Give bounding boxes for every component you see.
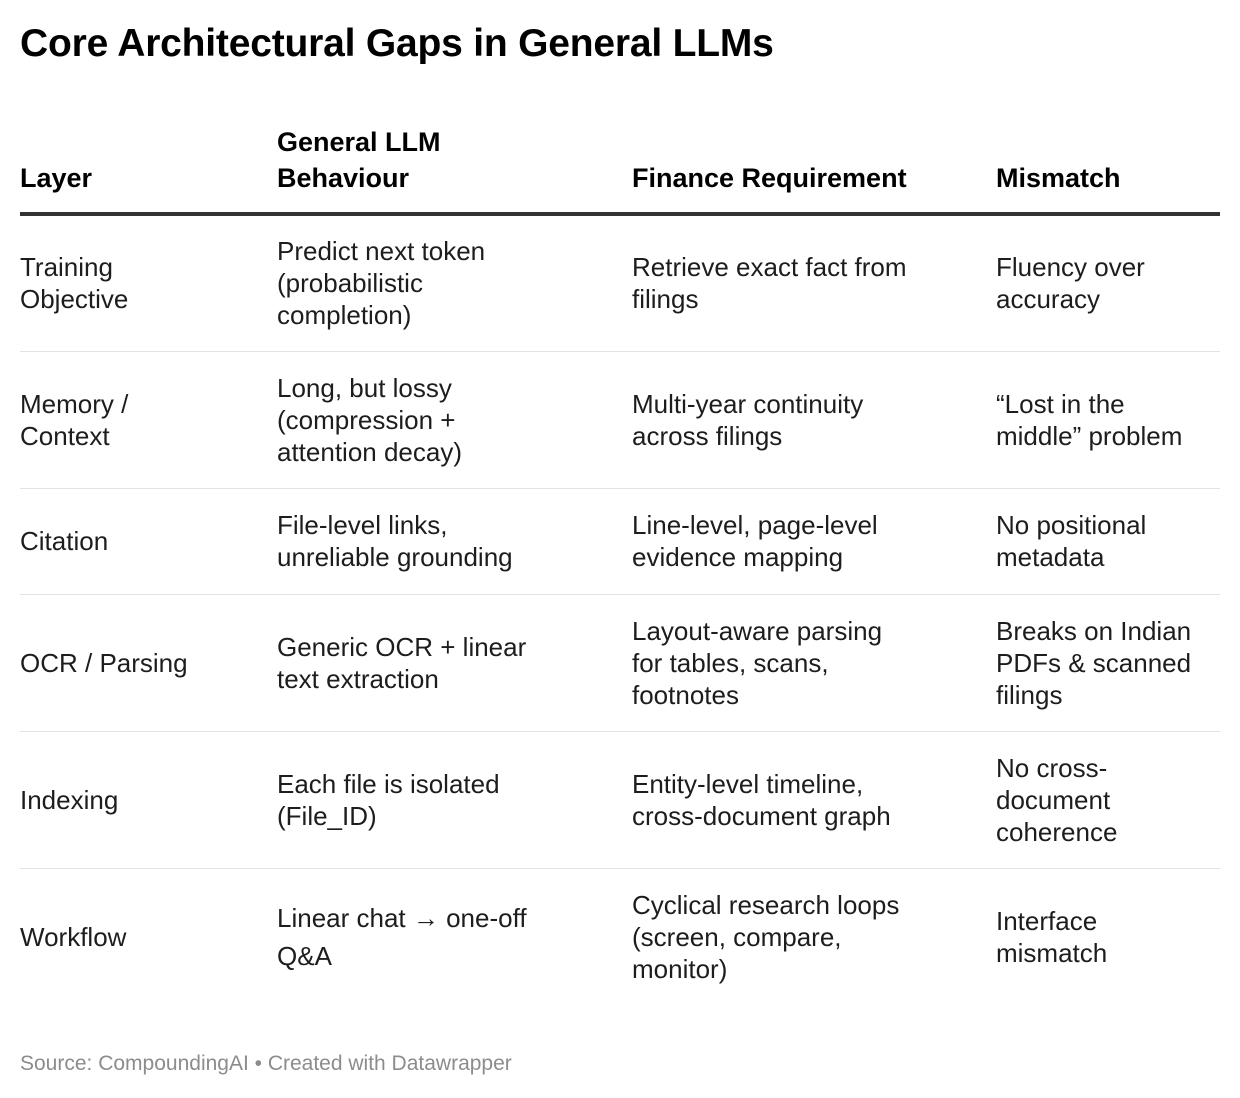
header-mismatch: Mismatch <box>996 120 1220 216</box>
cell-layer: Indexing <box>20 731 277 869</box>
cell-general-llm-behaviour: Linear chat → one-off Q&A <box>277 902 527 971</box>
header-general-llm-behaviour: General LLM Behaviour <box>277 120 632 216</box>
cell-general-llm-behaviour: File-level links, unreliable grounding <box>277 488 632 595</box>
cell-layer: OCR / Parsing <box>20 594 277 732</box>
table-row: Training Objective Predict next token (p… <box>20 214 1220 352</box>
cell-general-llm-behaviour: Long, but lossy (compression + attention… <box>277 351 632 489</box>
cell-mismatch: Interface mismatch <box>996 905 1108 968</box>
header-row: Layer General LLM Behaviour Finance Requ… <box>20 120 1220 216</box>
header-finance-requirement: Finance Requirement <box>632 120 996 216</box>
header-layer: Layer <box>20 120 277 216</box>
table-row: Indexing Each file is isolated (File_ID)… <box>20 731 1220 869</box>
cell-layer: Training Objective <box>20 214 277 352</box>
cell-finance-requirement: Retrieve exact fact from filings <box>632 214 996 352</box>
table-header: Layer General LLM Behaviour Finance Requ… <box>20 120 1220 216</box>
cell-layer: Citation <box>20 488 277 595</box>
data-table: Layer General LLM Behaviour Finance Requ… <box>20 120 1220 1005</box>
cell-finance-requirement: Multi-year continuity across filings <box>632 351 996 489</box>
cell-general-llm-behaviour: Predict next token (probabilistic comple… <box>277 214 632 352</box>
chart-title: Core Architectural Gaps in General LLMs <box>20 22 774 65</box>
cell-layer: Workflow <box>20 921 127 952</box>
cell-mismatch: No positional metadata <box>996 488 1220 595</box>
table-row: Citation File-level links, unreliable gr… <box>20 488 1220 595</box>
cell-mismatch: Fluency over accuracy <box>996 214 1220 352</box>
source-note: Source: CompoundingAI • Created with Dat… <box>20 1052 512 1075</box>
cell-general-llm-behaviour: Each file is isolated (File_ID) <box>277 731 632 869</box>
table-row: Memory / Context Long, but lossy (compre… <box>20 351 1220 489</box>
table-body: Training Objective Predict next token (p… <box>20 214 1220 1005</box>
cell-mismatch: “Lost in the middle” problem <box>996 351 1220 489</box>
cell-finance-requirement: Cyclical research loops (screen, compare… <box>632 889 900 984</box>
cell-mismatch: Breaks on Indian PDFs & scanned filings <box>996 594 1220 732</box>
cell-finance-requirement: Entity-level timeline, cross-document gr… <box>632 731 996 869</box>
cell-general-llm-behaviour: Generic OCR + linear text extraction <box>277 594 632 732</box>
cell-mismatch: No cross-document coherence <box>996 731 1220 869</box>
cell-layer: Memory / Context <box>20 351 277 489</box>
table-row: OCR / Parsing Generic OCR + linear text … <box>20 594 1220 732</box>
cell-finance-requirement: Layout-aware parsing for tables, scans, … <box>632 594 996 732</box>
table-row: Workflow Linear chat → one-off Q&A Cycli… <box>20 868 1220 1005</box>
cell-finance-requirement: Line-level, page-level evidence mapping <box>632 488 996 595</box>
